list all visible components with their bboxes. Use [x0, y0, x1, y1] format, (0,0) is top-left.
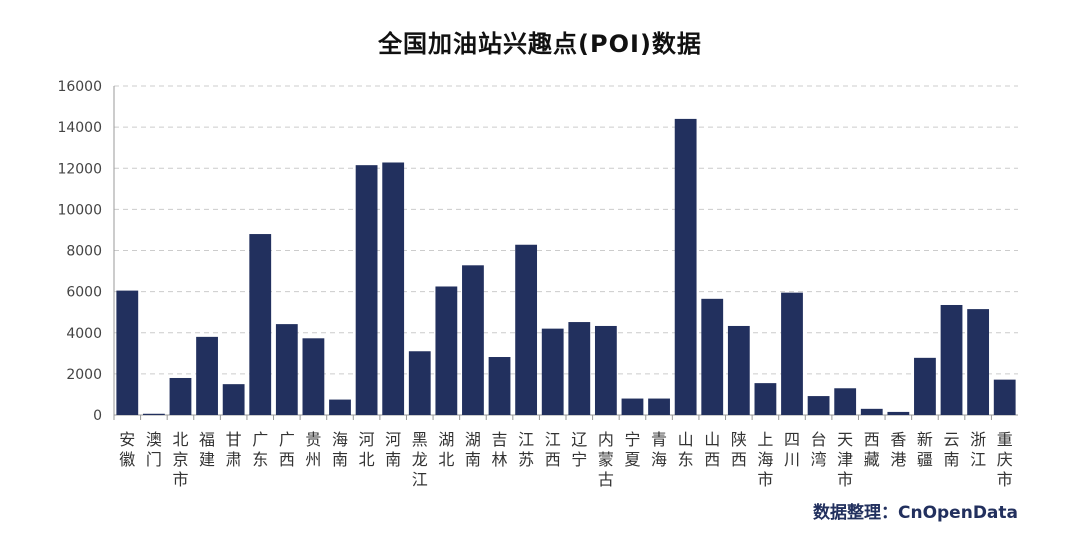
x-tick-label: 山西: [704, 430, 720, 469]
x-tick-labels: 安徽澳门北京市福建甘肃广东广西贵州海南河北河南黑龙江湖北湖南吉林江苏江西辽宁内蒙…: [119, 430, 1012, 489]
bar-天津市: [834, 388, 857, 415]
y-tick-label: 8000: [66, 244, 102, 260]
x-tick-label: 青海: [651, 430, 667, 469]
y-tick-label: 4000: [66, 326, 102, 342]
x-tick-label: 广东: [252, 430, 268, 469]
chart-title: 全国加油站兴趣点(POI)数据: [378, 30, 702, 58]
bar-四川: [781, 292, 803, 415]
x-tick-label: 湖南: [465, 430, 481, 469]
x-tick-label: 甘肃: [226, 430, 242, 469]
bar-北京市: [169, 377, 192, 415]
bar-广东: [249, 234, 272, 415]
x-tick-label: 吉林: [492, 430, 508, 469]
x-tick-label: 山东: [678, 430, 694, 469]
y-tick-label: 0: [93, 408, 102, 424]
y-tick-label: 14000: [57, 120, 102, 136]
x-tick-label: 海南: [332, 430, 348, 469]
bar-吉林: [488, 357, 511, 415]
x-tick-label: 澳门: [146, 430, 162, 469]
x-tick-label: 黑龙江: [412, 430, 428, 489]
grid-layer: [114, 85, 1018, 375]
bar-宁夏: [621, 398, 644, 415]
bar-湖北: [435, 286, 458, 415]
y-tick-label: 10000: [57, 202, 102, 218]
bar-广西: [275, 324, 298, 415]
x-tick-label: 河南: [385, 430, 401, 469]
x-tick-label: 台湾: [811, 430, 827, 469]
bar-江西: [541, 328, 564, 415]
y-tick-label: 2000: [66, 367, 102, 383]
bar-黑龙江: [408, 351, 431, 415]
bar-安徽: [116, 290, 139, 415]
x-tick-label: 天津市: [837, 430, 853, 489]
x-tick-label: 江苏: [518, 430, 534, 469]
x-tick-label: 陕西: [731, 430, 747, 469]
x-tick-label: 新疆: [917, 430, 933, 469]
bar-陕西: [727, 325, 750, 415]
bar-贵州: [302, 338, 325, 415]
x-tick-label: 上海市: [757, 430, 773, 489]
bar-内蒙古: [594, 325, 617, 415]
x-tick-label: 贵州: [305, 430, 321, 469]
bar-甘肃: [222, 384, 245, 415]
x-tick-label: 福建: [199, 430, 215, 469]
bar-青海: [648, 398, 670, 415]
bar-山东: [674, 118, 697, 416]
bar-海南: [329, 399, 351, 415]
x-tick-label: 广西: [279, 430, 295, 469]
bar-重庆市: [993, 379, 1016, 415]
x-tick-label: 重庆市: [997, 430, 1013, 489]
data-credit: 数据整理：CnOpenData: [812, 503, 1018, 523]
bar-辽宁: [568, 322, 591, 415]
bar-浙江: [967, 309, 990, 415]
bar-云南: [940, 304, 963, 415]
bar-河北: [355, 165, 378, 415]
bar-香港: [887, 411, 910, 415]
bar-上海市: [754, 383, 777, 415]
bar-layer: [116, 118, 1016, 416]
bar-西藏: [860, 408, 883, 415]
x-tick-label: 河北: [359, 430, 375, 469]
x-tick-label: 浙江: [970, 430, 986, 469]
x-tick-label: 江西: [545, 430, 561, 469]
bar-江苏: [515, 244, 538, 415]
x-tick-label: 云南: [944, 430, 960, 469]
bar-澳门: [142, 413, 165, 415]
axis-layer: 0 2000 4000 6000 8000 10000 12000 14000 16000: [57, 79, 1018, 424]
x-tick-label: 北京市: [172, 430, 188, 489]
y-tick-label: 16000: [57, 79, 102, 95]
x-tick-label: 辽宁: [571, 430, 587, 469]
x-tick-label: 四川: [784, 430, 800, 469]
x-tick-label: 香港: [890, 430, 906, 469]
bar-湖南: [462, 265, 484, 415]
bar-福建: [196, 336, 218, 415]
x-tick-label: 西藏: [864, 430, 880, 469]
x-tick-label: 宁夏: [624, 430, 640, 469]
x-tick-label: 安徽: [119, 430, 135, 469]
x-tick-label: 湖北: [438, 430, 454, 469]
bar-河南: [382, 162, 405, 415]
bar-山西: [701, 298, 724, 415]
bar-台湾: [807, 396, 830, 415]
y-tick-label: 6000: [66, 285, 102, 301]
y-tick-label: 12000: [57, 161, 102, 177]
x-tick-label: 内蒙古: [598, 430, 614, 489]
bar-新疆: [914, 357, 936, 415]
